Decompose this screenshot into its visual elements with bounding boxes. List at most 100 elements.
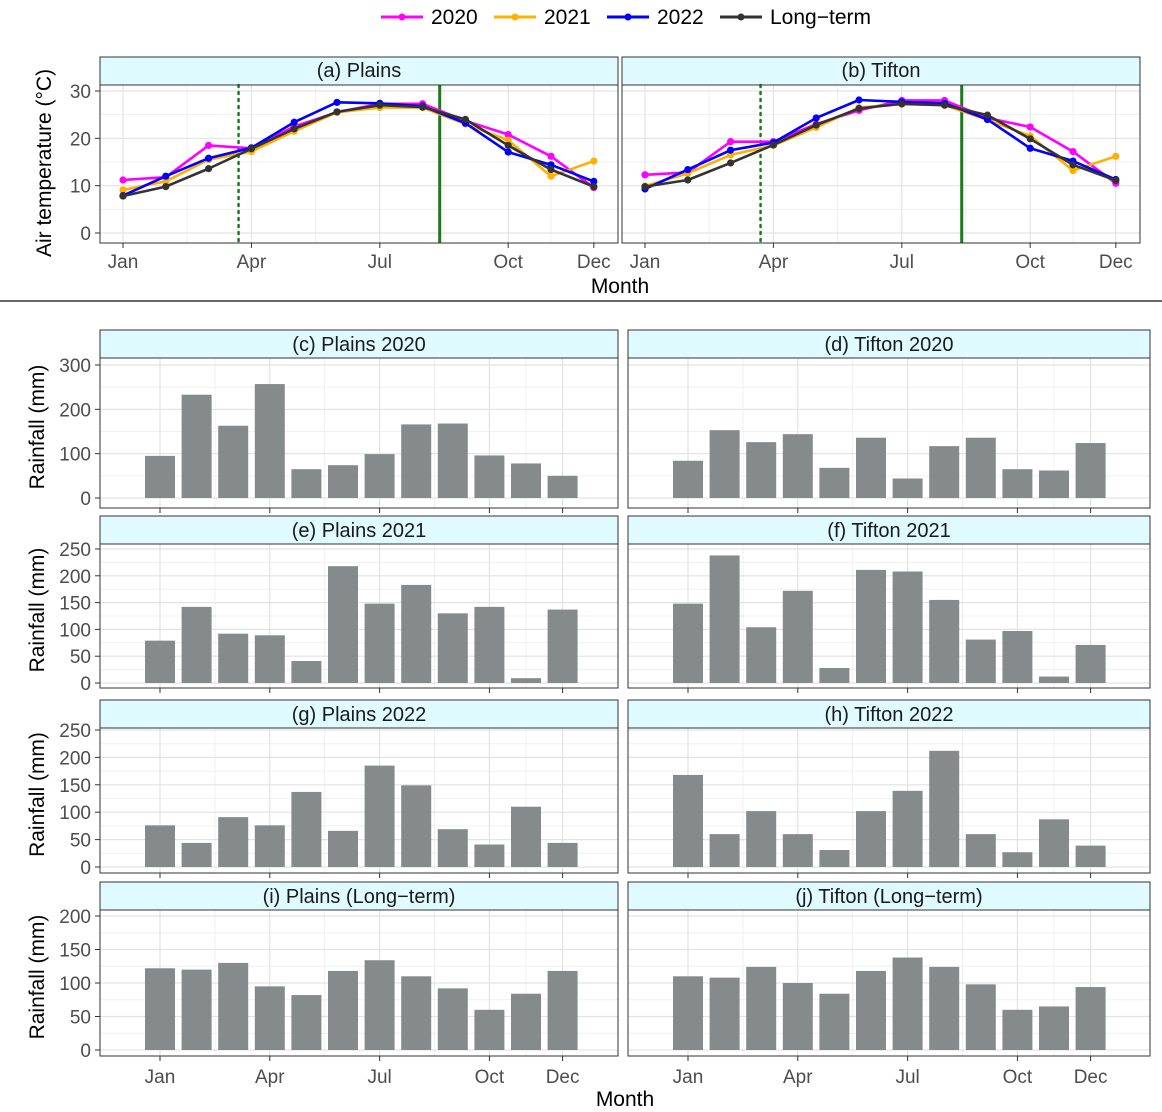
data-point <box>684 165 692 174</box>
data-point <box>1069 166 1077 175</box>
bar-jul <box>892 957 923 1050</box>
bar-sep <box>965 639 996 683</box>
panel-border <box>99 543 619 689</box>
bar-apr <box>782 590 813 683</box>
bar-dec <box>547 475 578 498</box>
data-point <box>162 177 170 186</box>
x-tick-label: Apr <box>237 252 267 273</box>
bar-jan <box>673 976 703 1050</box>
bar-sep <box>965 984 996 1050</box>
data-point <box>290 118 298 126</box>
y-tick-label: 250 <box>59 540 91 561</box>
bar-sep <box>437 423 468 498</box>
rainfall-panel-3: (f) Tifton 2021 <box>627 515 1151 693</box>
panel-strip <box>99 881 619 911</box>
data-point <box>205 154 213 162</box>
data-point <box>855 96 863 104</box>
series-line <box>644 102 1117 188</box>
bar-sep <box>965 437 996 498</box>
y-tick-label: 0 <box>80 674 91 695</box>
legend-label: 2020 <box>431 6 478 29</box>
data-point <box>119 192 127 200</box>
y-tick-label: 20 <box>70 129 91 150</box>
gridlines <box>628 910 1150 1056</box>
legend-key-point <box>737 13 745 21</box>
bar-aug <box>929 966 960 1050</box>
bar-mar <box>218 817 249 867</box>
bar-dec <box>547 609 578 683</box>
bar-may <box>291 469 322 498</box>
gridlines <box>628 544 1150 688</box>
x-tick-label: Jan <box>630 252 661 273</box>
legend-label: 2022 <box>657 6 704 29</box>
data-point <box>547 152 555 160</box>
bar-feb <box>181 606 212 683</box>
panel-strip <box>99 515 619 545</box>
y-tick-label: 200 <box>59 748 91 769</box>
panel-strip <box>99 699 619 729</box>
legend-item-2021: 2021 <box>494 6 591 29</box>
x-tick-label: Dec <box>1074 1067 1108 1088</box>
y-tick-label: 200 <box>59 907 91 928</box>
bar-nov <box>1039 1006 1069 1050</box>
data-point <box>504 136 512 144</box>
bars <box>145 566 578 683</box>
x-tick-label: Dec <box>546 1067 580 1088</box>
x-tick-label: Oct <box>493 252 523 273</box>
panel-title: (f) Tifton 2021 <box>827 520 950 542</box>
x-tick-label: Jan <box>145 1067 176 1088</box>
data-point <box>983 111 992 119</box>
legend-key-point <box>398 13 406 21</box>
series-line <box>644 99 1117 185</box>
data-point <box>205 141 213 150</box>
bar-jan <box>145 968 175 1050</box>
panel-strip <box>627 515 1151 545</box>
rainfall-panel-5: (h) Tifton 2022 <box>627 699 1151 878</box>
bar-jan <box>673 774 703 867</box>
bar-apr <box>782 834 813 867</box>
bars <box>673 750 1106 867</box>
x-tick-label: Apr <box>255 1067 285 1088</box>
bar-jul <box>892 478 923 498</box>
data-point <box>898 100 906 108</box>
bar-aug <box>929 599 960 683</box>
panel-strip <box>621 56 1141 86</box>
x-axis-title: Month <box>591 275 649 298</box>
panel-border <box>621 84 1141 244</box>
x-tick-label: Dec <box>577 252 611 273</box>
data-point <box>162 172 170 180</box>
panel-title: (d) Tifton 2020 <box>825 334 954 356</box>
data-point <box>812 121 820 129</box>
bar-feb <box>181 842 212 867</box>
data-point <box>504 130 512 139</box>
bar-jun <box>328 566 358 683</box>
y-tick-label: 50 <box>70 647 91 668</box>
bar-nov <box>511 993 541 1050</box>
temperature-panel-plains: (a) Plains Jan Apr Jul Oct Dec 0 10 20 30 <box>70 56 619 273</box>
y-axis-title: Air temperature (°C) <box>33 69 56 257</box>
bar-dec <box>1075 443 1106 498</box>
bars <box>673 555 1106 683</box>
bar-jun <box>856 970 886 1050</box>
bar-sep <box>437 988 468 1050</box>
data-point <box>1069 161 1077 169</box>
y-tick-label: 200 <box>59 567 91 588</box>
bar-jul <box>364 603 395 683</box>
x-tick-label: Jan <box>673 1067 704 1088</box>
gridlines <box>628 728 1150 873</box>
bar-jul <box>364 765 395 867</box>
panel-border <box>627 543 1151 689</box>
rainfall-panel-1: (d) Tifton 2020 <box>627 329 1151 513</box>
bar-mar <box>218 425 249 498</box>
bar-oct <box>474 606 505 683</box>
bar-aug <box>401 424 432 498</box>
rainfall-panel-7: (j) Tifton (Long−term) Jan Apr Jul Oct Dec <box>627 881 1151 1088</box>
data-point <box>247 145 255 153</box>
series-2022 <box>119 98 598 200</box>
y-axis-title: Rainfall (mm) <box>26 915 49 1040</box>
data-point <box>855 104 863 113</box>
legend-key-point <box>511 13 519 21</box>
bar-oct <box>474 455 505 498</box>
y-tick-label: 0 <box>80 489 91 510</box>
x-tick-label: Oct <box>1003 1067 1033 1088</box>
